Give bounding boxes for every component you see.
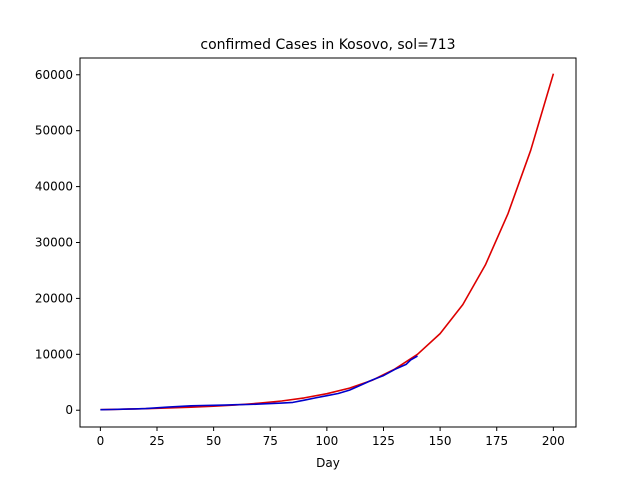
x-tick-label: 0 <box>97 434 105 448</box>
x-axis-label: Day <box>316 456 340 470</box>
x-tick-label: 75 <box>263 434 278 448</box>
series-line-0 <box>100 73 555 411</box>
series-line-1 <box>100 355 418 411</box>
x-tick-label: 25 <box>149 434 164 448</box>
y-tick-label: 50000 <box>35 124 73 138</box>
y-tick-label: 20000 <box>35 291 73 305</box>
x-tick-label: 175 <box>485 434 508 448</box>
plot-background <box>80 58 576 427</box>
y-tick-label: 10000 <box>35 347 73 361</box>
y-axis: 0 10000 20000 30000 40000 50000 60000 <box>35 68 80 417</box>
x-tick-label: 50 <box>206 434 221 448</box>
x-tick-label: 100 <box>315 434 338 448</box>
series-layer <box>100 73 555 411</box>
x-tick-label: 200 <box>542 434 565 448</box>
y-tick-label: 30000 <box>35 236 73 250</box>
y-tick-label: 60000 <box>35 68 73 82</box>
y-tick-label: 0 <box>65 403 73 417</box>
x-axis: 0 25 50 75 100 125 150 175 200 <box>97 427 565 448</box>
x-tick-label: 125 <box>372 434 395 448</box>
x-tick-label: 150 <box>429 434 452 448</box>
chart-title: confirmed Cases in Kosovo, sol=713 <box>200 37 455 53</box>
y-tick-label: 40000 <box>35 180 73 194</box>
